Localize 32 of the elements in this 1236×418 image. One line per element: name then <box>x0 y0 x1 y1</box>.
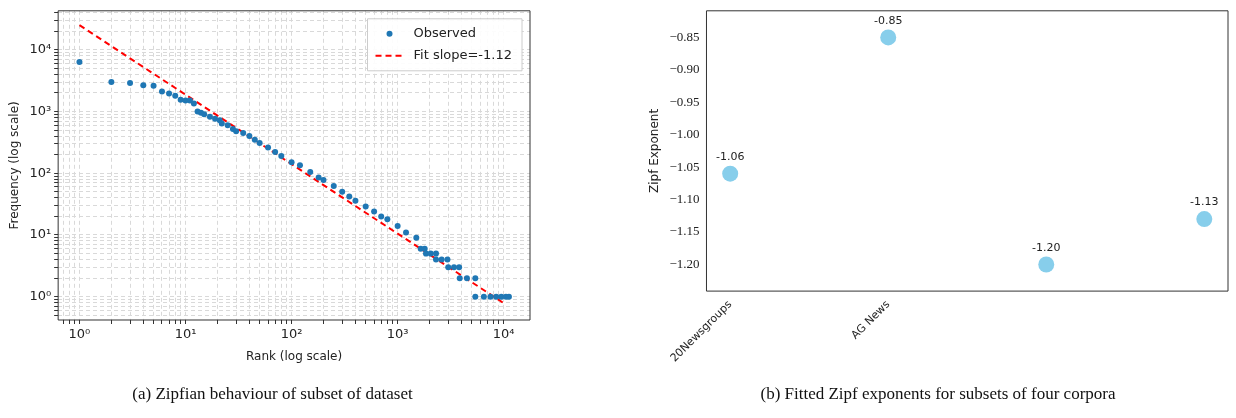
y-tick-label: 10¹ <box>29 226 52 242</box>
x-tick-label: 10⁴ <box>492 326 515 342</box>
point <box>1196 211 1213 228</box>
point <box>722 165 739 182</box>
y-tick-label: 10² <box>29 164 52 180</box>
x-axis-title: Rank (log scale) <box>245 348 343 363</box>
y-tick-label: 10³ <box>29 102 52 118</box>
data-label: -1.06 <box>715 150 745 164</box>
legend-label: Fit slope=-1.12 <box>413 47 513 63</box>
point <box>880 29 897 46</box>
data-label: -1.13 <box>1190 195 1219 209</box>
y-axis-title: Frequency (log scale) <box>7 101 22 230</box>
y-tick-label: −1.00 <box>669 126 700 142</box>
legend-label: Observed <box>413 25 477 41</box>
point <box>1038 256 1055 273</box>
x-tick-label: 10⁰ <box>68 326 91 342</box>
x-tick-label: 10² <box>280 326 303 342</box>
y-tick-label: −0.95 <box>669 93 700 109</box>
y-tick-label: −1.15 <box>669 223 700 239</box>
text: (a) Zipfian behaviour of subset of dataset <box>131 384 414 404</box>
x-tick-label: 10¹ <box>174 326 197 342</box>
data-label: -1.20 <box>1032 240 1061 254</box>
text: (b) Fitted Zipf exponents for subsets of four corpora <box>759 384 1117 404</box>
y-axis-title: Zipf Exponent <box>647 108 662 194</box>
y-tick-label: −1.20 <box>669 255 700 271</box>
y-tick-label: 10⁴ <box>29 41 52 57</box>
y-tick-label: −0.85 <box>669 28 700 44</box>
y-tick-label: −1.05 <box>669 158 700 174</box>
x-tick-label: 10³ <box>386 326 409 342</box>
y-tick-label: −0.90 <box>669 61 700 77</box>
y-tick-label: −1.10 <box>669 191 700 207</box>
data-label: -0.85 <box>873 13 903 27</box>
